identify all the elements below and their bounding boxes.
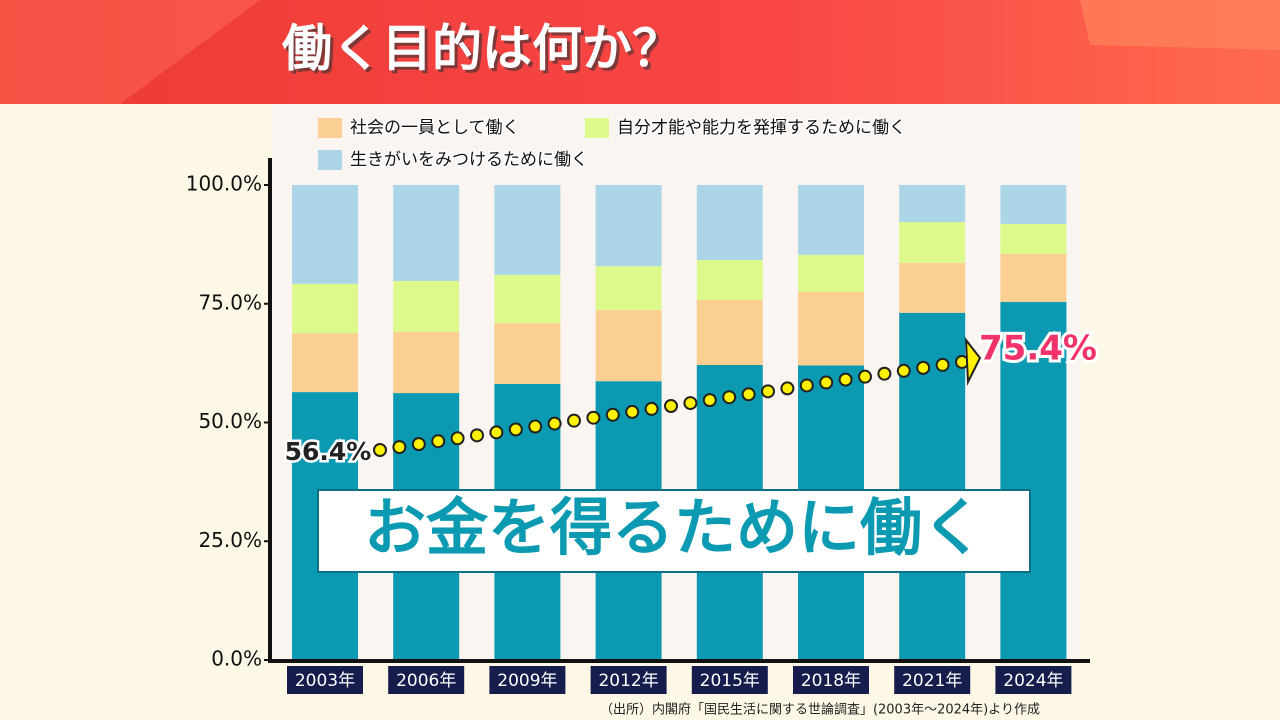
x-label-box bbox=[691, 666, 768, 694]
x-label-box bbox=[388, 666, 465, 694]
trend-dot bbox=[489, 425, 504, 440]
y-tick-label: 25.0% bbox=[198, 528, 262, 552]
y-tick-label: 75.0% bbox=[198, 290, 262, 314]
legend-swatch bbox=[585, 118, 609, 138]
chart: 0.0% 25.0% 50.0% 75.0% 100.0% 2003年 2006年 2009年… bbox=[186, 117, 1100, 694]
trend-dot bbox=[625, 404, 640, 419]
bar-segment bbox=[899, 185, 966, 223]
bar-segment bbox=[393, 280, 460, 332]
trend-dot bbox=[935, 357, 950, 372]
legend-swatch bbox=[318, 150, 342, 170]
bar-segment bbox=[595, 309, 662, 382]
bar-segment bbox=[1000, 253, 1067, 302]
x-tick-label: 2021年 bbox=[902, 671, 962, 691]
bar-segment bbox=[696, 260, 763, 300]
trend-dot bbox=[605, 407, 620, 422]
bar-segment bbox=[798, 185, 864, 255]
bar-segment bbox=[696, 185, 763, 261]
bar-segment bbox=[1000, 301, 1067, 660]
bar-segment bbox=[899, 262, 966, 313]
bar-segment bbox=[899, 222, 966, 263]
trend-dot bbox=[877, 366, 892, 381]
y-tick-label: 100.0% bbox=[186, 172, 262, 196]
trend-dot bbox=[799, 378, 814, 393]
x-label-box bbox=[590, 666, 667, 694]
value-label: 56.4% bbox=[285, 437, 372, 466]
trend-dot bbox=[916, 360, 931, 375]
legend-label: 社会の一員として働く bbox=[350, 118, 520, 138]
trend-dot bbox=[528, 419, 543, 434]
header-shape bbox=[0, 0, 260, 104]
trend-dot bbox=[373, 443, 387, 457]
x-label-box bbox=[793, 666, 869, 694]
trend-dot bbox=[780, 381, 795, 396]
legend-label: 生きがいをみつけるために働く bbox=[350, 150, 588, 170]
bar-segment bbox=[292, 283, 358, 334]
trend-dot bbox=[702, 393, 717, 408]
trend-dot bbox=[508, 422, 523, 437]
bar-segment bbox=[899, 312, 966, 660]
x-tick-label: 2018年 bbox=[801, 671, 861, 691]
trend-arrow bbox=[964, 336, 982, 386]
trend-dot bbox=[722, 390, 737, 405]
legend-swatch bbox=[318, 118, 342, 138]
trend-dot bbox=[450, 431, 465, 446]
x-label-box bbox=[894, 666, 971, 694]
trend-dot bbox=[819, 375, 834, 390]
trend-dot bbox=[431, 434, 446, 449]
bar-segment bbox=[494, 274, 561, 324]
trend-dot bbox=[858, 369, 872, 384]
bar-segment bbox=[494, 185, 561, 275]
bar-segment bbox=[292, 333, 358, 393]
trend-dot bbox=[896, 363, 911, 378]
bar-segment bbox=[696, 299, 763, 366]
x-label-box bbox=[489, 666, 566, 694]
x-tick-label: 2024年 bbox=[1003, 671, 1063, 691]
x-tick-label: 2015年 bbox=[700, 671, 760, 691]
trend-dot bbox=[761, 384, 775, 399]
trend-dot bbox=[392, 440, 407, 455]
trend-dot bbox=[470, 428, 484, 443]
bar-segment bbox=[494, 323, 561, 385]
x-label-box bbox=[995, 666, 1072, 694]
x-tick-label: 2012年 bbox=[598, 671, 658, 691]
bar-segment bbox=[798, 254, 864, 292]
trend-dot bbox=[838, 372, 853, 387]
highlight-box bbox=[317, 489, 1031, 573]
title: 働く目的は何か？ bbox=[282, 20, 682, 78]
bar-segment bbox=[393, 331, 460, 394]
legend-label: 自分才能や能力を発揮するために働く bbox=[617, 118, 906, 138]
trend-dot bbox=[567, 413, 581, 428]
value-label: 75.4% bbox=[979, 329, 1097, 369]
header-shape bbox=[1080, 0, 1280, 50]
trend-dot bbox=[411, 437, 426, 452]
trend-dot bbox=[683, 396, 698, 411]
bar-segment bbox=[1000, 223, 1067, 254]
highlight-label: お金を得るために働く bbox=[364, 491, 984, 564]
y-tick-label: 0.0% bbox=[211, 647, 262, 671]
source: （出所）内閣府「国民生活に関する世論調査」(2003年～2024年)より作成 bbox=[600, 702, 1040, 718]
bar-segment bbox=[393, 185, 460, 281]
trend-dot bbox=[741, 387, 756, 402]
title-shadow: 働く目的は何か？ bbox=[285, 23, 685, 81]
x-tick-label: 2003年 bbox=[295, 671, 355, 691]
trend-dot bbox=[547, 416, 562, 431]
trend-dot bbox=[644, 401, 659, 416]
bar-segment bbox=[595, 266, 662, 310]
trend-dot bbox=[586, 410, 601, 425]
bar-segment bbox=[798, 291, 864, 366]
bar-segment bbox=[595, 185, 662, 267]
x-tick-label: 2006年 bbox=[396, 671, 456, 691]
x-tick-label: 2009年 bbox=[497, 671, 557, 691]
x-label-box bbox=[287, 666, 363, 694]
bar-segment bbox=[1000, 185, 1067, 224]
bar-segment bbox=[292, 185, 358, 284]
y-tick-label: 50.0% bbox=[198, 409, 262, 433]
trend-dot bbox=[664, 399, 678, 413]
